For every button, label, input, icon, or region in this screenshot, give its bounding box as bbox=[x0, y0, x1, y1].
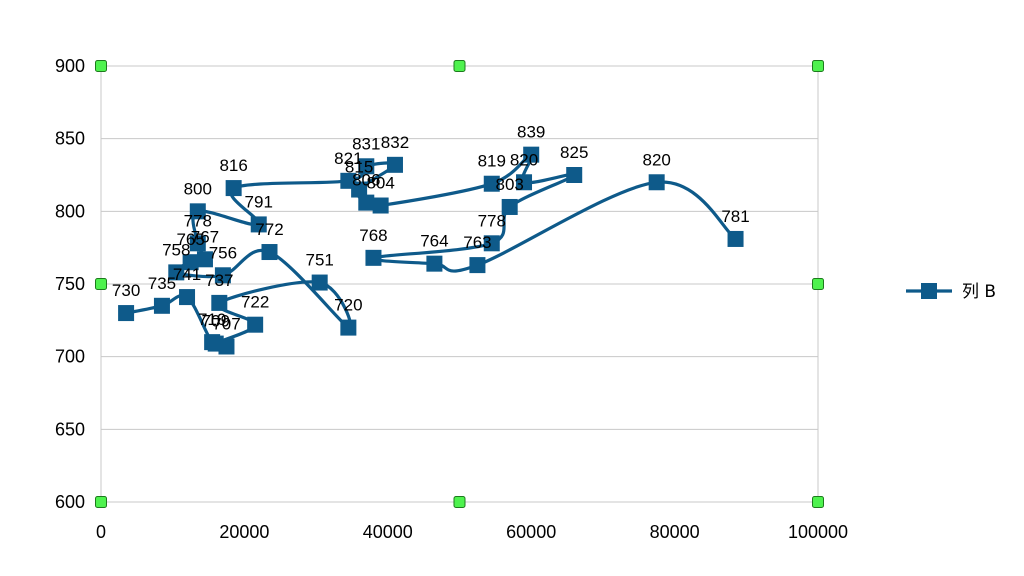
data-label: 821 bbox=[334, 149, 362, 168]
x-tick-label: 40000 bbox=[363, 522, 413, 542]
data-point bbox=[365, 249, 382, 266]
data-point bbox=[358, 194, 375, 211]
y-tick-label: 800 bbox=[55, 201, 85, 221]
data-point bbox=[211, 294, 228, 311]
legend-label: 列 B bbox=[962, 282, 996, 302]
data-point bbox=[727, 230, 744, 247]
data-point bbox=[372, 197, 389, 214]
data-label: 803 bbox=[496, 175, 524, 194]
data-point bbox=[225, 180, 242, 197]
resize-handle[interactable] bbox=[95, 60, 107, 72]
data-label: 831 bbox=[352, 134, 380, 153]
legend-marker bbox=[921, 283, 937, 299]
data-label: 764 bbox=[420, 232, 448, 251]
data-label: 751 bbox=[305, 251, 333, 270]
resize-handle[interactable] bbox=[812, 60, 824, 72]
data-point bbox=[214, 267, 231, 284]
resize-handle[interactable] bbox=[812, 278, 824, 290]
y-tick-label: 600 bbox=[55, 492, 85, 512]
resize-handle[interactable] bbox=[453, 496, 466, 508]
data-label: 765 bbox=[176, 230, 204, 249]
data-point bbox=[250, 216, 267, 233]
data-label: 710 bbox=[198, 310, 226, 329]
data-point bbox=[153, 297, 170, 314]
data-label: 772 bbox=[255, 220, 283, 239]
data-label: 800 bbox=[184, 179, 212, 198]
data-point bbox=[261, 244, 278, 261]
data-label: 756 bbox=[209, 243, 237, 262]
data-label: 791 bbox=[245, 192, 273, 211]
data-point bbox=[118, 305, 135, 322]
resize-handle[interactable] bbox=[453, 60, 466, 72]
data-label: 741 bbox=[173, 265, 201, 284]
data-label: 720 bbox=[334, 296, 362, 315]
data-label: 767 bbox=[191, 227, 219, 246]
data-label: 815 bbox=[345, 158, 373, 177]
data-point bbox=[351, 181, 368, 198]
y-tick-label: 650 bbox=[55, 419, 85, 439]
x-tick-label: 100000 bbox=[788, 522, 848, 542]
y-tick-label: 850 bbox=[55, 129, 85, 149]
data-label: 839 bbox=[517, 123, 545, 142]
y-tick-label: 750 bbox=[55, 274, 85, 294]
resize-handle[interactable] bbox=[812, 496, 824, 508]
data-label: 737 bbox=[205, 271, 233, 290]
x-tick-label: 20000 bbox=[219, 522, 269, 542]
data-point bbox=[483, 175, 500, 192]
data-point bbox=[386, 156, 403, 173]
resize-handle[interactable] bbox=[95, 496, 107, 508]
data-labels: 730 7357417107077097227377517207727567587… bbox=[112, 123, 750, 334]
data-point bbox=[566, 167, 583, 183]
data-label: 758 bbox=[162, 240, 190, 259]
series-markers bbox=[118, 146, 744, 355]
data-point bbox=[483, 235, 500, 252]
resize-handle[interactable] bbox=[95, 278, 107, 290]
data-point bbox=[207, 335, 224, 352]
data-label: 819 bbox=[478, 152, 506, 171]
data-label: 722 bbox=[241, 293, 269, 312]
axis-ticks: 600 650 700 750 800 850 900 0 20000 40000 60000 800… bbox=[55, 56, 848, 542]
data-point bbox=[648, 174, 665, 191]
data-point bbox=[426, 255, 443, 272]
data-point bbox=[168, 264, 185, 281]
data-point bbox=[516, 174, 533, 191]
data-label: 806 bbox=[352, 171, 380, 190]
data-point bbox=[189, 203, 206, 220]
data-label: 778 bbox=[478, 211, 506, 230]
data-label: 763 bbox=[463, 233, 491, 252]
x-tick-label: 0 bbox=[96, 522, 106, 542]
y-tick-label: 900 bbox=[55, 56, 85, 76]
x-tick-label: 80000 bbox=[650, 522, 700, 542]
data-label: 820 bbox=[510, 150, 538, 169]
data-point bbox=[189, 235, 206, 252]
data-label: 709 bbox=[202, 312, 230, 331]
data-point bbox=[196, 251, 213, 268]
data-point bbox=[179, 289, 196, 306]
data-label: 832 bbox=[381, 133, 409, 152]
data-label: 730 bbox=[112, 281, 140, 300]
data-point bbox=[340, 319, 357, 336]
data-label: 804 bbox=[366, 174, 394, 193]
x-tick-label: 60000 bbox=[506, 522, 556, 542]
data-label: 735 bbox=[148, 274, 176, 293]
data-label: 781 bbox=[721, 207, 749, 226]
data-label: 707 bbox=[212, 314, 240, 333]
data-label: 778 bbox=[184, 211, 212, 230]
data-point bbox=[182, 254, 199, 271]
data-label: 825 bbox=[560, 143, 588, 162]
data-point bbox=[358, 158, 375, 175]
data-point bbox=[311, 274, 328, 291]
data-label: 820 bbox=[642, 150, 670, 169]
data-point bbox=[501, 198, 518, 215]
data-point bbox=[247, 316, 264, 333]
data-point bbox=[469, 257, 486, 274]
data-point bbox=[523, 146, 540, 163]
data-label: 768 bbox=[359, 226, 387, 245]
y-tick-label: 700 bbox=[55, 347, 85, 367]
legend: 列 B bbox=[906, 282, 996, 302]
selection-handles[interactable] bbox=[95, 60, 824, 508]
data-label: 816 bbox=[219, 156, 247, 175]
